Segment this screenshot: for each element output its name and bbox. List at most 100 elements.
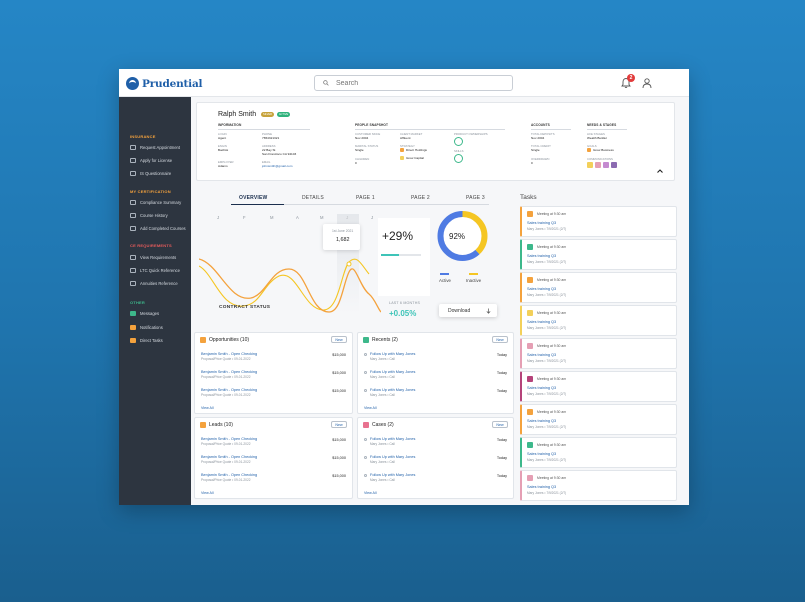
search-box[interactable] [314,75,513,91]
legend-swatch-active [440,273,449,275]
item-amount: $15,000 [332,353,346,357]
sidebar-item-apply-license[interactable]: Apply for License [130,158,172,163]
list-item[interactable]: Benjamin Smith - Open Checking Proposal/P… [201,352,346,361]
radio-icon[interactable] [364,370,367,374]
list-item[interactable]: Follow Up with Mary Jones Mary Jones • Ca… [364,455,507,464]
sidebar-item-notifications[interactable]: Notifications [130,325,163,330]
new-button[interactable]: New [492,421,508,428]
accounts-heading: ACCOUNTS [531,123,550,127]
divider [587,129,627,130]
list-item[interactable]: Benjamin Smith - Open Checking Proposal/P… [201,473,346,482]
task-subtitle: Mary Jones • 7/9/2021 (2/7) [527,491,567,495]
task-card[interactable]: Meeting at 9:30 am Sales training Q3 Mary … [520,470,677,501]
legend-inactive: Inactive [466,278,482,283]
task-title: Sales training Q3 [527,221,557,225]
tab-details[interactable]: DETAILS [302,195,324,201]
view-all-link[interactable]: View All [201,491,214,495]
list-item[interactable]: Benjamin Smith - Open Checking Proposal/P… [201,370,346,379]
search-input[interactable] [336,79,496,87]
sidebar-item-annuities-reference[interactable]: Annuities Reference [130,281,178,286]
task-card[interactable]: Meeting at 9:30 am Sales training Q3 Mary … [520,371,677,402]
sidebar-item-messages[interactable]: Messages [130,311,159,316]
profile-name: Ralph Smith [218,111,257,118]
tab-page-2[interactable]: PAGE 2 [411,195,430,201]
list-item[interactable]: Follow Up with Mary Jones Mary Jones • Ca… [364,473,507,482]
new-button[interactable]: New [492,336,508,343]
list-item[interactable]: Follow Up with Mary Jones Mary Jones • Ca… [364,370,507,379]
tab-page-1[interactable]: PAGE 1 [356,195,375,201]
sidebar-item-label: LTC Quick Reference [140,268,180,273]
sidebar-item-course-history[interactable]: Course History [130,213,168,218]
messages-icon [130,311,136,316]
download-button[interactable]: Download [439,304,497,317]
radio-icon[interactable] [364,455,367,459]
sidebar-item-add-courses[interactable]: Add Completed Courses [130,226,186,231]
list-item[interactable]: Follow Up with Mary Jones Mary Jones • Ca… [364,352,507,361]
list-item[interactable]: Follow Up with Mary Jones Mary Jones • Ca… [364,437,507,446]
view-all-link[interactable]: View All [364,491,377,495]
list-item[interactable]: Benjamin Smith - Open Checking Proposal/P… [201,388,346,397]
view-all-link[interactable]: View All [201,406,214,410]
prudential-logo[interactable]: Prudential [126,77,203,90]
divider [355,129,505,130]
month-label: J [371,215,374,220]
sidebar-item-view-requirements[interactable]: View Requirements [130,255,176,260]
field-label: STRATEGY [400,144,415,148]
field-label: SKILLS [454,149,464,153]
view-all-link[interactable]: View All [364,406,377,410]
field-value: Bachsk [218,148,229,152]
sidebar-item-label: Notifications [140,325,163,330]
sidebar-item-request-appointment[interactable]: Request Appointment [130,145,180,150]
task-card[interactable]: Meeting at 9:30 am Sales training Q3 Mary … [520,305,677,336]
sidebar-item-ltc-reference[interactable]: LTC Quick Reference [130,268,180,273]
field-label: CLIENT MARKET [400,132,423,136]
task-card[interactable]: Meeting at 9:30 am Sales training Q3 Mary … [520,206,677,237]
sidebar-item-compliance-summary[interactable]: Compliance Summary [130,200,181,205]
tab-page-3[interactable]: PAGE 3 [466,195,485,201]
radio-icon[interactable] [364,437,367,441]
email-link[interactable]: johnsmith@gmail.com [262,164,293,168]
item-title-text: Follow Up with Mary Jones [370,473,416,477]
task-card[interactable]: Meeting at 9:30 am Sales training Q3 Mary … [520,338,677,369]
item-title: Benjamin Smith - Open Checking [201,388,258,392]
task-time: Meeting at 9:30 am [537,377,567,381]
field-label: CHILDREN [355,157,370,161]
item-subtitle: Mary Jones • Call [370,357,395,361]
user-icon[interactable] [641,77,653,89]
field-value: 0 [355,161,357,165]
list-item[interactable]: Follow Up with Mary Jones Mary Jones • Ca… [364,388,507,397]
sidebar-item-label: Compliance Summary [140,200,182,205]
calendar-icon [527,244,533,250]
task-card[interactable]: Meeting at 9:30 am Sales training Q3 Mary … [520,272,677,303]
kpi-caption: LAST 6 MONTHS [389,301,421,305]
selected-point[interactable] [346,261,352,267]
cases-icon [363,422,369,428]
list-item[interactable]: Benjamin Smith - Open Checking Proposal/P… [201,455,346,464]
list-item[interactable]: Benjamin Smith - Open Checking Proposal/P… [201,437,346,446]
card-title-text: Recents (2) [372,337,398,343]
task-time: Meeting at 9:30 am [537,212,567,216]
radio-icon[interactable] [364,388,367,392]
new-button[interactable]: New [331,421,347,428]
chevron-up-icon[interactable] [656,167,664,175]
document-icon [130,281,136,286]
sidebar-item-label: Annuities Reference [140,281,178,286]
radio-icon[interactable] [364,352,367,356]
item-title: Benjamin Smith - Open Checking [201,473,258,477]
task-card[interactable]: Meeting at 9:30 am Sales training Q3 Mary … [520,239,677,270]
tasks-heading: Tasks [520,194,537,201]
sidebar-item-direct-tasks[interactable]: Direct Tasks [130,338,163,343]
task-card[interactable]: Meeting at 9:30 am Sales training Q3 Mary … [520,437,677,468]
new-button[interactable]: New [331,336,347,343]
card-title-text: Cases (2) [372,422,394,428]
task-card[interactable]: Meeting at 9:30 am Sales training Q3 Mary … [520,404,677,435]
task-time: Meeting at 9:30 am [537,311,567,315]
radio-icon[interactable] [364,473,367,477]
legend-active: Active [439,278,451,283]
tab-overview[interactable]: OVERVIEW [239,195,268,201]
kpi-change: +0.05% [389,309,417,318]
sidebar: INSURANCE Request Appointment Apply for … [119,97,191,505]
field-label: PRODUCT OWNERSHIPS [454,132,488,136]
task-time: Meeting at 9:30 am [537,476,567,480]
sidebar-item-is-questionnaire[interactable]: IS Questionnaire [130,171,171,176]
